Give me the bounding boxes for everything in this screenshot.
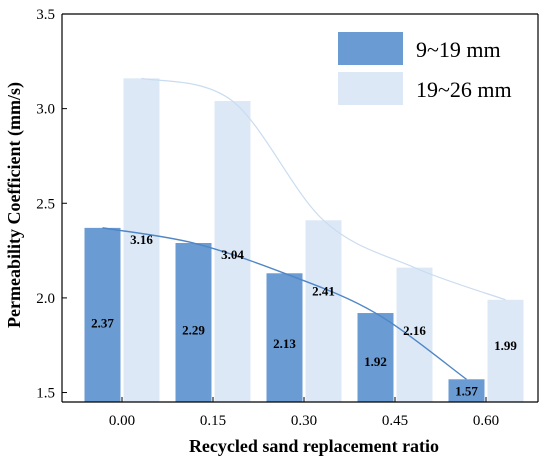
bar-s1-4 [448, 379, 485, 402]
bar-s2-0 [123, 78, 160, 402]
axes-layer: 1.5 2.0 2.5 3.0 3.5 0.00 0.15 0.30 0.45 0.60 [36, 7, 539, 429]
data-labels-layer: 2.37 2.29 2.13 1.92 1.57 3.16 3.04 2.41 2.16 1.99 [91, 232, 517, 398]
bar-s2-2 [305, 220, 342, 402]
trend-line-s2 [141, 77, 506, 301]
bar-s1-0 [84, 227, 121, 402]
x-tick-label-0: 0.00 [109, 413, 135, 429]
data-label-s1-3: 1.92 [364, 354, 387, 369]
bar-s2-3 [396, 267, 433, 402]
x-tick-label-1: 0.15 [200, 413, 226, 429]
trend-lines-layer [102, 77, 506, 380]
data-label-s1-2: 2.13 [273, 336, 296, 351]
data-label-s2-4: 1.99 [494, 338, 517, 353]
legend-label-s1: 9~19 mm [416, 37, 501, 62]
trend-line-s1 [102, 227, 467, 380]
bar-s2-1 [214, 101, 251, 402]
x-tick-label-3: 0.45 [382, 413, 408, 429]
y-tick-label-2: 2.5 [36, 196, 55, 212]
bars-layer [84, 78, 524, 402]
data-label-s2-2: 2.41 [312, 283, 335, 298]
data-label-s2-0: 3.16 [130, 232, 153, 247]
y-tick-label-3: 3.0 [36, 102, 55, 118]
data-label-s1-4: 1.57 [455, 383, 478, 398]
data-label-s1-1: 2.29 [182, 322, 205, 337]
y-tick-label-1: 2.0 [36, 291, 55, 307]
bar-s1-3 [357, 313, 394, 402]
x-axis-title: Recycled sand replacement ratio [189, 436, 439, 456]
legend-label-s2: 19~26 mm [416, 77, 512, 102]
bar-s2-4 [487, 299, 524, 402]
legend: 9~19 mm 19~26 mm [338, 32, 512, 105]
bar-s1-1 [175, 243, 212, 402]
y-tick-label-4: 3.5 [36, 7, 55, 23]
x-tick-label-4: 0.60 [473, 413, 499, 429]
y-tick-label-0: 1.5 [36, 386, 55, 402]
x-tick-label-2: 0.30 [291, 413, 317, 429]
legend-swatch-s1 [338, 32, 403, 65]
legend-swatch-s2 [338, 72, 403, 105]
data-label-s1-0: 2.37 [91, 316, 114, 331]
data-label-s2-3: 2.16 [403, 323, 426, 338]
y-axis-title: Permeability Coefficient (mm/s) [4, 82, 25, 328]
bar-s1-2 [266, 273, 303, 402]
data-label-s2-1: 3.04 [221, 247, 244, 262]
